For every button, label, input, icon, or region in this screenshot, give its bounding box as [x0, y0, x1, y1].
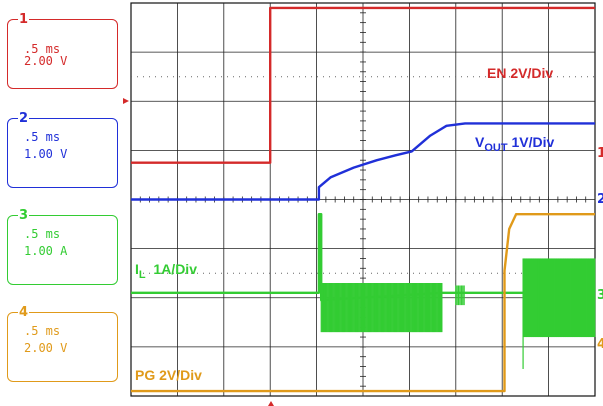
channel-3-number: 3: [18, 208, 30, 223]
trigger-position-marker: [268, 401, 274, 406]
channel-4-number: 4: [18, 305, 30, 320]
ch2-ref-marker: 2: [597, 192, 603, 207]
en-label: EN 2V/Div: [487, 65, 553, 81]
channel-1-number: 1: [18, 12, 30, 27]
trace-series-4: [131, 213, 595, 393]
trigger-level-marker: [123, 98, 129, 104]
pg-label: PG 2V/Div: [135, 367, 202, 383]
vout-label: VOUT 1V/Div: [475, 134, 554, 154]
channel-1-box: 1 .5 ms 2.00 V: [7, 13, 118, 89]
trace-series-1: [131, 6, 595, 164]
channel-4-box: 4 .5 ms 2.00 V: [7, 306, 118, 382]
il-label: IL 1A/Div: [135, 261, 197, 281]
channel-2-number: 2: [18, 111, 30, 126]
channel-2-box: 2 .5 ms 1.00 V: [7, 112, 118, 188]
trace-series-2: [131, 122, 595, 201]
ch4-ref-marker: 4: [597, 337, 603, 352]
channel-3-scale: 1.00 A: [24, 244, 68, 258]
channel-1-scale: 2.00 V: [24, 54, 68, 68]
channel-2-timebase: .5 ms: [24, 130, 61, 144]
channel-4-scale: 2.00 V: [24, 341, 68, 355]
ch1-ref-marker: 1: [597, 146, 603, 161]
channel-3-box: 3 .5 ms 1.00 A: [7, 209, 118, 285]
channel-1-timebase: .5 ms: [24, 42, 61, 56]
channel-3-timebase: .5 ms: [24, 227, 61, 241]
channel-4-timebase: .5 ms: [24, 324, 61, 338]
ch3-ref-marker: 3: [597, 288, 603, 303]
waveform-traces: [131, 6, 596, 393]
channel-2-scale: 1.00 V: [24, 147, 68, 161]
